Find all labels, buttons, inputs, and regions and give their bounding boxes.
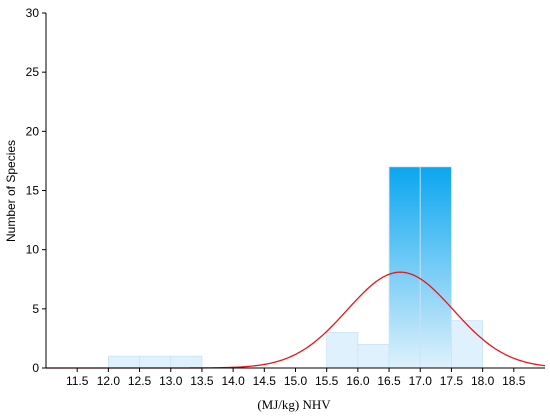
x-tick-label: 15.5	[315, 374, 339, 388]
x-tick-label: 18.0	[471, 374, 495, 388]
axes	[45, 13, 545, 369]
x-tick-label: 16.0	[346, 374, 370, 388]
x-tick-label: 14.0	[221, 374, 245, 388]
x-tick-label: 16.5	[377, 374, 401, 388]
x-tick-label: 15.0	[284, 374, 308, 388]
y-tick-label: 15	[26, 184, 40, 198]
y-tick-label: 5	[32, 302, 39, 316]
y-tick-label: 30	[26, 6, 40, 20]
y-tick-label: 0	[32, 361, 39, 375]
histogram-bar	[107, 355, 140, 369]
x-tick-label: 13.0	[159, 374, 183, 388]
y-tick-label: 25	[26, 65, 40, 79]
y-tick-label: 20	[26, 124, 40, 138]
y-axis-label: Number of Species	[4, 140, 18, 242]
y-tick-label: 10	[26, 243, 40, 257]
x-tick-label: 17.0	[409, 374, 433, 388]
histogram-bar	[419, 166, 452, 369]
histogram-bar	[388, 166, 421, 369]
x-tick-label: 12.5	[128, 374, 152, 388]
x-axis-ticks: 11.5 12.0 12.5 13.0 13.5 14.0 14.5 15.0 15.5 16.0…	[66, 368, 526, 388]
histogram-bars	[107, 166, 484, 369]
histogram-bar	[451, 320, 484, 369]
histogram-bar	[139, 355, 172, 369]
y-axis-ticks: 0 5 10 15 20 25 30	[26, 6, 46, 375]
histogram-bar	[357, 343, 390, 369]
x-axis-label: (MJ/kg) NHV	[257, 397, 331, 412]
x-tick-label: 11.5	[66, 374, 89, 388]
x-tick-label: 13.5	[190, 374, 214, 388]
histogram-bar	[326, 332, 359, 369]
x-tick-label: 14.5	[253, 374, 277, 388]
x-tick-label: 17.5	[440, 374, 464, 388]
x-tick-label: 12.0	[97, 374, 121, 388]
histogram-bar	[170, 355, 203, 369]
x-tick-label: 18.5	[502, 374, 526, 388]
